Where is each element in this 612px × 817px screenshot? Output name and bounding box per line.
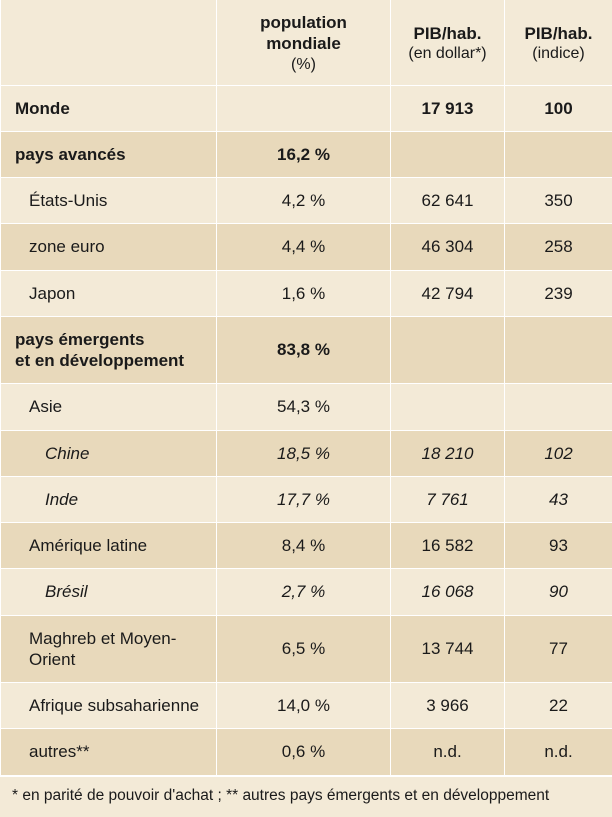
table-row: autres**0,6 %n.d.n.d.	[1, 729, 612, 775]
row-label: Maghreb et Moyen-Orient	[1, 615, 217, 683]
table-row: Maghreb et Moyen-Orient6,5 %13 74477	[1, 615, 612, 683]
header-population-sub: (%)	[225, 55, 382, 75]
row-population: 14,0 %	[217, 683, 391, 729]
row-pib-dollar	[391, 131, 505, 177]
row-pib-index: 239	[505, 270, 612, 316]
row-pib-index	[505, 316, 612, 384]
row-pib-dollar: 18 210	[391, 430, 505, 476]
table-row: pays avancés16,2 %	[1, 131, 612, 177]
row-label: autres**	[1, 729, 217, 775]
row-label: Afrique subsaharienne	[1, 683, 217, 729]
row-pib-dollar: 3 966	[391, 683, 505, 729]
table-row: zone euro4,4 %46 304258	[1, 224, 612, 270]
row-pib-dollar: 13 744	[391, 615, 505, 683]
table-row: Chine18,5 %18 210102	[1, 430, 612, 476]
row-population: 16,2 %	[217, 131, 391, 177]
row-pib-dollar: 7 761	[391, 476, 505, 522]
table-row: Brésil2,7 %16 06890	[1, 569, 612, 615]
header-pib-dollar-main: PIB/hab.	[413, 24, 481, 43]
row-label: Inde	[1, 476, 217, 522]
table-row: Amérique latine8,4 %16 58293	[1, 523, 612, 569]
header-row: population mondiale (%) PIB/hab. (en dol…	[1, 0, 612, 85]
gdp-table-container: population mondiale (%) PIB/hab. (en dol…	[0, 0, 612, 817]
row-label: Amérique latine	[1, 523, 217, 569]
row-label: Chine	[1, 430, 217, 476]
row-population: 83,8 %	[217, 316, 391, 384]
row-label: Asie	[1, 384, 217, 430]
row-population: 6,5 %	[217, 615, 391, 683]
row-pib-index: 102	[505, 430, 612, 476]
table-row: Inde17,7 %7 76143	[1, 476, 612, 522]
row-pib-dollar: n.d.	[391, 729, 505, 775]
header-pib-dollar-sub: (en dollar*)	[399, 44, 496, 64]
row-population: 0,6 %	[217, 729, 391, 775]
header-pib-index-main: PIB/hab.	[524, 24, 592, 43]
table-row: Japon1,6 %42 794239	[1, 270, 612, 316]
row-pib-index	[505, 384, 612, 430]
row-label: pays émergentset en développement	[1, 316, 217, 384]
row-pib-index: 43	[505, 476, 612, 522]
row-pib-index: 350	[505, 178, 612, 224]
row-population: 2,7 %	[217, 569, 391, 615]
gdp-table: population mondiale (%) PIB/hab. (en dol…	[0, 0, 612, 776]
row-pib-dollar: 42 794	[391, 270, 505, 316]
table-row: Monde 17 913100	[1, 85, 612, 131]
row-label: Brésil	[1, 569, 217, 615]
row-pib-dollar: 16 582	[391, 523, 505, 569]
row-population: 18,5 %	[217, 430, 391, 476]
table-row: pays émergentset en développement83,8 %	[1, 316, 612, 384]
row-pib-dollar: 16 068	[391, 569, 505, 615]
row-pib-index: 90	[505, 569, 612, 615]
row-population: 1,6 %	[217, 270, 391, 316]
row-pib-index: 100	[505, 85, 612, 131]
row-pib-index: 22	[505, 683, 612, 729]
header-blank	[1, 0, 217, 85]
row-pib-index: n.d.	[505, 729, 612, 775]
row-population: 4,2 %	[217, 178, 391, 224]
header-population: population mondiale (%)	[217, 0, 391, 85]
header-pib-index-sub: (indice)	[513, 44, 604, 64]
row-pib-index	[505, 131, 612, 177]
row-pib-dollar: 62 641	[391, 178, 505, 224]
row-label: pays avancés	[1, 131, 217, 177]
row-population: 4,4 %	[217, 224, 391, 270]
table-row: États-Unis4,2 %62 641350	[1, 178, 612, 224]
row-population: 8,4 %	[217, 523, 391, 569]
row-pib-index: 77	[505, 615, 612, 683]
row-population	[217, 85, 391, 131]
row-population: 54,3 %	[217, 384, 391, 430]
row-label: États-Unis	[1, 178, 217, 224]
row-pib-dollar	[391, 316, 505, 384]
header-pib-index: PIB/hab. (indice)	[505, 0, 612, 85]
header-pib-dollar: PIB/hab. (en dollar*)	[391, 0, 505, 85]
header-population-main: population mondiale	[260, 13, 347, 53]
row-pib-dollar: 17 913	[391, 85, 505, 131]
table-row: Asie54,3 %	[1, 384, 612, 430]
row-pib-dollar: 46 304	[391, 224, 505, 270]
row-label: Monde	[1, 85, 217, 131]
row-label: Japon	[1, 270, 217, 316]
row-label: zone euro	[1, 224, 217, 270]
row-pib-index: 93	[505, 523, 612, 569]
row-pib-dollar	[391, 384, 505, 430]
table-row: Afrique subsaharienne14,0 %3 96622	[1, 683, 612, 729]
footnote: * en parité de pouvoir d'achat ; ** autr…	[0, 776, 612, 817]
row-population: 17,7 %	[217, 476, 391, 522]
row-pib-index: 258	[505, 224, 612, 270]
